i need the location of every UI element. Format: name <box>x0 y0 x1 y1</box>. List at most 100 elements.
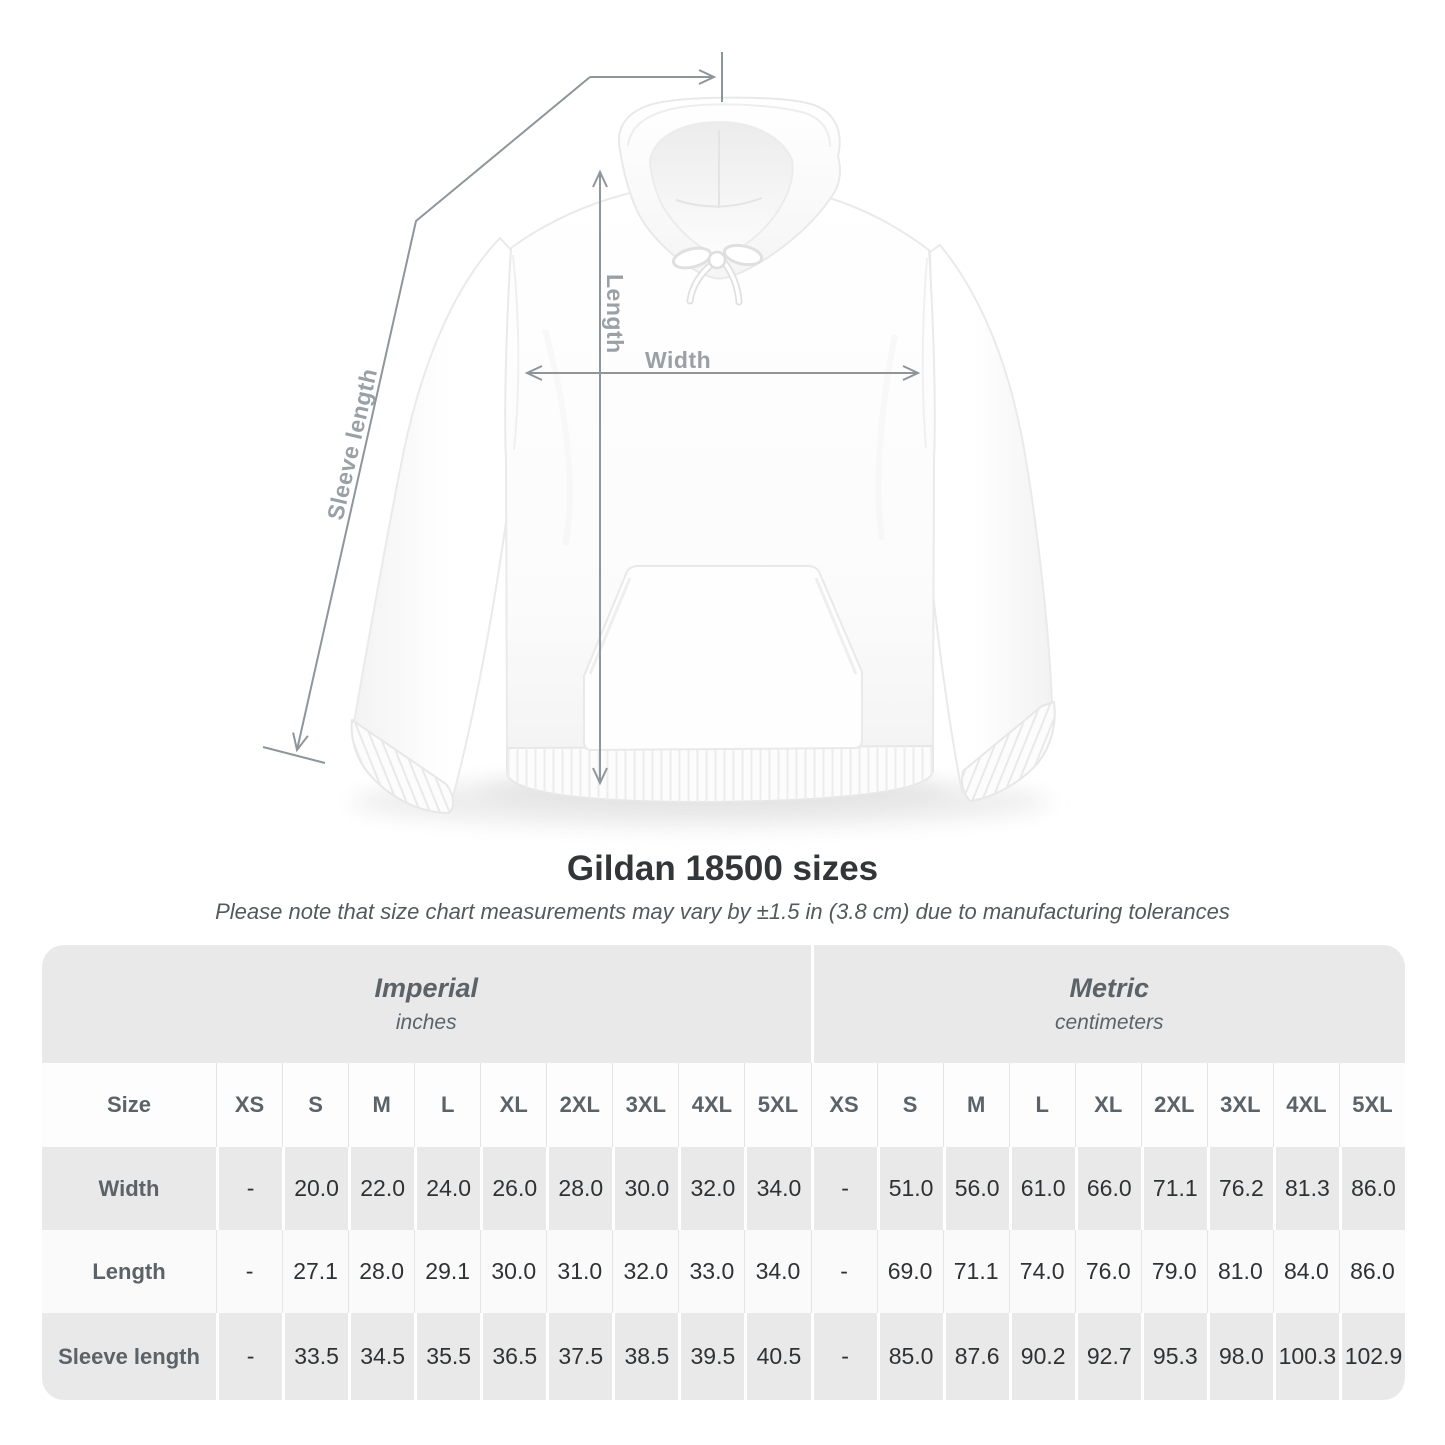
hoodie-diagram-svg <box>262 52 1056 828</box>
table-cell: 32.0 <box>678 1147 745 1230</box>
length-arrow <box>592 169 608 786</box>
table-cell: 26.0 <box>480 1147 547 1230</box>
row-label-sleeve-length: Sleeve length <box>42 1313 216 1400</box>
table-cell: 71.1 <box>1140 1147 1207 1230</box>
kangaroo-pocket <box>583 565 863 751</box>
table-cell: 30.0 <box>480 1230 547 1313</box>
table-cell: 86.0 <box>1338 1230 1405 1313</box>
table-cell: - <box>216 1230 283 1313</box>
table-cell: - <box>216 1313 283 1400</box>
table-cell: 20.0 <box>282 1147 349 1230</box>
page-title: Gildan 18500 sizes <box>566 849 879 888</box>
hood-yoke-seam <box>675 197 763 208</box>
imperial-unit: inches <box>395 1011 457 1034</box>
size-header: 2XL <box>546 1063 613 1147</box>
size-table: Imperial inches Metric centimeters Size … <box>42 945 1405 1400</box>
table-cell: 22.0 <box>348 1147 415 1230</box>
length-label: Length <box>602 274 628 354</box>
size-header: L <box>1008 1063 1075 1147</box>
table-cell: - <box>810 1230 877 1313</box>
table-cell: 92.7 <box>1074 1313 1141 1400</box>
table-cell: 30.0 <box>612 1147 679 1230</box>
table-cell: 81.0 <box>1206 1230 1273 1313</box>
hood-rim-seam <box>627 103 831 148</box>
table-cell: 51.0 <box>876 1147 943 1230</box>
imperial-title: Imperial <box>374 973 479 1003</box>
size-header: S <box>282 1063 349 1147</box>
table-cell: 34.0 <box>744 1147 811 1230</box>
left-sleeve <box>353 237 515 801</box>
size-header: 5XL <box>1338 1063 1405 1147</box>
measurement-arrows <box>262 52 921 786</box>
pocket-opening-right <box>814 577 858 675</box>
table-cell: 102.9 <box>1338 1313 1405 1400</box>
size-header: S <box>876 1063 943 1147</box>
table-cell: 32.0 <box>612 1230 679 1313</box>
size-header: 3XL <box>1206 1063 1273 1147</box>
table-cell: 33.0 <box>678 1230 745 1313</box>
table-cell: 29.1 <box>414 1230 481 1313</box>
table-cell: 40.5 <box>744 1313 811 1400</box>
table-cell: 39.5 <box>678 1313 745 1400</box>
table-cell: 87.6 <box>942 1313 1009 1400</box>
table-cell: 24.0 <box>414 1147 481 1230</box>
waistband-ribbing <box>507 746 933 803</box>
table-cell: 81.3 <box>1272 1147 1339 1230</box>
table-cell: 28.0 <box>348 1230 415 1313</box>
size-header: 5XL <box>744 1063 811 1147</box>
width-label: Width <box>645 347 712 373</box>
size-header: XL <box>480 1063 547 1147</box>
hoodie-illustration <box>350 96 1056 814</box>
table-cell: 31.0 <box>546 1230 613 1313</box>
size-header: M <box>942 1063 1009 1147</box>
table-cell: 69.0 <box>876 1230 943 1313</box>
table-cell: 74.0 <box>1008 1230 1075 1313</box>
fold-line <box>875 334 898 541</box>
size-header: 3XL <box>612 1063 679 1147</box>
size-header: M <box>348 1063 415 1147</box>
drawstring-bow <box>671 243 764 306</box>
fold-line <box>542 329 573 546</box>
table-cell: 95.3 <box>1140 1313 1207 1400</box>
table-cell: - <box>810 1313 877 1400</box>
table-cell: 28.0 <box>546 1147 613 1230</box>
metric-title: Metric <box>1069 973 1150 1003</box>
table-cell: 98.0 <box>1206 1313 1273 1400</box>
table-cell: 85.0 <box>876 1313 943 1400</box>
size-header: XS <box>216 1063 283 1147</box>
table-cell: 37.5 <box>546 1313 613 1400</box>
table-cell: 76.0 <box>1074 1230 1141 1313</box>
table-cell: - <box>810 1147 877 1230</box>
pocket-opening-left <box>588 577 632 675</box>
metric-band: Metric centimeters <box>810 945 1405 1063</box>
table-cell: 36.5 <box>480 1313 547 1400</box>
table-cell: 79.0 <box>1140 1230 1207 1313</box>
left-cuff-ribbing <box>351 720 454 813</box>
table-cell: 38.5 <box>612 1313 679 1400</box>
table-cell: 33.5 <box>282 1313 349 1400</box>
table-cell: 35.5 <box>414 1313 481 1400</box>
hoodie-measurement-diagram: Length Width Sleeve length <box>262 52 1056 828</box>
table-cell: 84.0 <box>1272 1230 1339 1313</box>
tolerance-note: Please note that size chart measurements… <box>215 899 1230 924</box>
size-column-header: Size <box>42 1063 216 1147</box>
top-reference-arrow <box>590 52 723 102</box>
size-header: XS <box>810 1063 877 1147</box>
table-cell: 86.0 <box>1338 1147 1405 1230</box>
right-cuff-ribbing <box>961 702 1055 801</box>
size-header: 4XL <box>678 1063 745 1147</box>
sleeve-length-arrow <box>262 76 591 764</box>
width-arrow <box>524 365 921 381</box>
table-cell: 71.1 <box>942 1230 1009 1313</box>
table-cell: - <box>216 1147 283 1230</box>
table-cell: 56.0 <box>942 1147 1009 1230</box>
row-label-length: Length <box>42 1230 216 1313</box>
table-cell: 34.5 <box>348 1313 415 1400</box>
metric-unit: centimeters <box>1054 1011 1164 1034</box>
size-header: 2XL <box>1140 1063 1207 1147</box>
imperial-band: Imperial inches <box>42 945 811 1063</box>
table-cell: 61.0 <box>1008 1147 1075 1230</box>
table-cell: 66.0 <box>1074 1147 1141 1230</box>
left-armhole-seam <box>512 254 520 451</box>
